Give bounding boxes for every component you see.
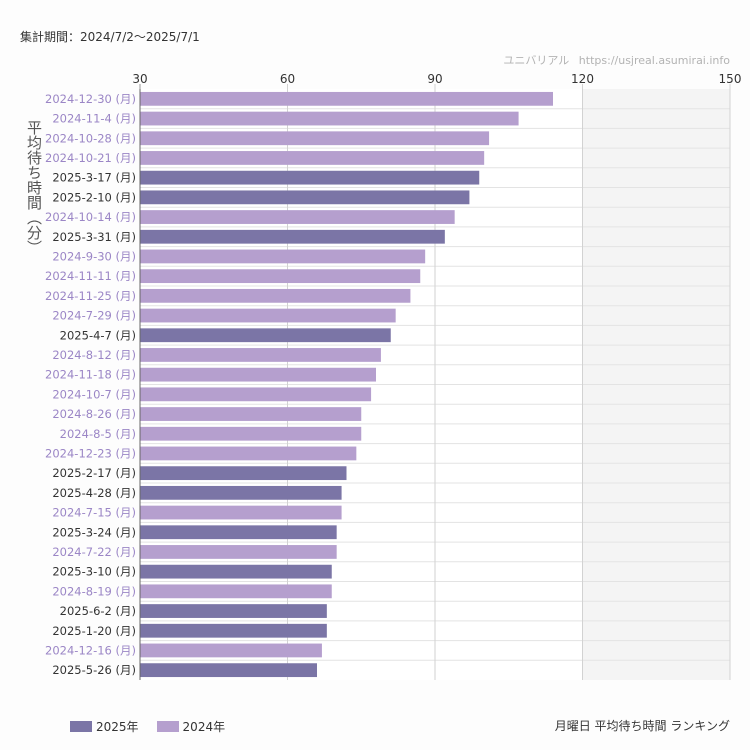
bar	[140, 328, 391, 343]
bar	[140, 525, 337, 540]
bar	[140, 111, 519, 126]
bar	[140, 249, 426, 264]
legend-swatch-2024	[156, 721, 179, 732]
y-tick-label: 2025-3-17 (月)	[52, 171, 136, 185]
x-tick-label: 90	[427, 72, 442, 86]
y-tick-label: 2025-3-10 (月)	[52, 565, 136, 579]
y-tick-label: 2025-5-26 (月)	[52, 663, 136, 677]
y-tick-label: 2024-10-7 (月)	[52, 387, 136, 401]
site-url[interactable]: https://usjreal.asumirai.info	[578, 54, 730, 67]
y-tick-label: 2024-8-12 (月)	[52, 348, 136, 362]
bar	[140, 288, 411, 303]
bar	[140, 643, 322, 658]
y-tick-label: 2025-2-17 (月)	[52, 466, 136, 480]
y-tick-label: 2024-8-26 (月)	[52, 407, 136, 421]
y-tick-label: 2025-2-10 (月)	[52, 190, 136, 204]
y-tick-label: 2025-4-28 (月)	[52, 486, 136, 500]
y-tick-label: 2024-9-30 (月)	[52, 249, 136, 263]
bar	[140, 91, 553, 106]
bar	[140, 584, 332, 599]
y-tick-label: 2024-12-30 (月)	[45, 92, 136, 106]
chart-caption: 月曜日 平均待ち時間 ランキング	[554, 719, 730, 733]
bar	[140, 308, 396, 323]
y-tick-label: 2025-3-31 (月)	[52, 230, 136, 244]
bar	[140, 170, 480, 185]
legend-label-2025: 2025年	[96, 720, 139, 734]
bar	[140, 407, 362, 421]
legend-swatch-2025	[70, 721, 92, 732]
y-tick-label: 2024-7-15 (月)	[52, 506, 136, 520]
bar	[140, 151, 485, 165]
y-tick-label: 2024-12-23 (月)	[45, 446, 136, 460]
y-tick-label: 2025-3-24 (月)	[52, 525, 136, 539]
y-tick-label: 2024-10-14 (月)	[45, 210, 136, 224]
bar	[140, 367, 376, 382]
bar	[140, 485, 342, 500]
bar	[140, 604, 327, 618]
legend-item-2024[interactable]: 2024年	[156, 718, 226, 735]
bar	[140, 190, 470, 205]
y-tick-label: 2024-8-5 (月)	[60, 427, 136, 441]
y-tick-label: 2024-10-28 (月)	[45, 131, 136, 145]
y-tick-label: 2024-11-11 (月)	[45, 269, 136, 283]
bar	[140, 663, 317, 678]
bar	[140, 466, 347, 481]
period-label: 集計期間：2024/7/2〜2025/7/1	[20, 30, 200, 44]
y-tick-label: 2025-4-7 (月)	[60, 328, 136, 342]
y-tick-label: 2024-8-19 (月)	[52, 584, 136, 598]
y-tick-label: 2024-7-29 (月)	[52, 309, 136, 323]
bar	[140, 387, 372, 402]
x-tick-label: 30	[132, 72, 147, 86]
bar	[140, 348, 381, 362]
bar	[140, 505, 342, 520]
legend-label-2024: 2024年	[182, 720, 226, 734]
y-tick-label: 2024-11-18 (月)	[45, 368, 136, 382]
y-tick-label: 2024-7-22 (月)	[52, 545, 136, 559]
bar	[140, 545, 337, 559]
y-tick-label: 2024-11-25 (月)	[45, 289, 136, 303]
bar	[140, 269, 421, 284]
y-tick-label: 2024-10-21 (月)	[45, 151, 136, 165]
x-tick-label: 150	[719, 72, 742, 86]
y-axis-title: 平均待ち時間（分）	[25, 120, 43, 255]
bar	[140, 229, 445, 244]
bar	[140, 426, 362, 441]
legend-item-2025[interactable]: 2025年	[70, 718, 139, 735]
bar	[140, 446, 357, 461]
y-tick-label: 2025-1-20 (月)	[52, 624, 136, 638]
legend: 2025年 2024年	[70, 718, 225, 735]
x-tick-label: 60	[280, 72, 295, 86]
site-name: ユニバリアル	[503, 54, 570, 67]
y-tick-label: 2024-12-16 (月)	[45, 643, 136, 657]
site-credit: ユニバリアル https://usjreal.asumirai.info	[503, 52, 730, 68]
bar	[140, 131, 490, 146]
bar	[140, 564, 332, 579]
bar	[140, 210, 455, 224]
y-tick-label: 2024-11-4 (月)	[52, 112, 136, 126]
bar	[140, 623, 327, 638]
y-tick-label: 2025-6-2 (月)	[60, 604, 136, 618]
x-tick-label: 120	[571, 72, 594, 86]
